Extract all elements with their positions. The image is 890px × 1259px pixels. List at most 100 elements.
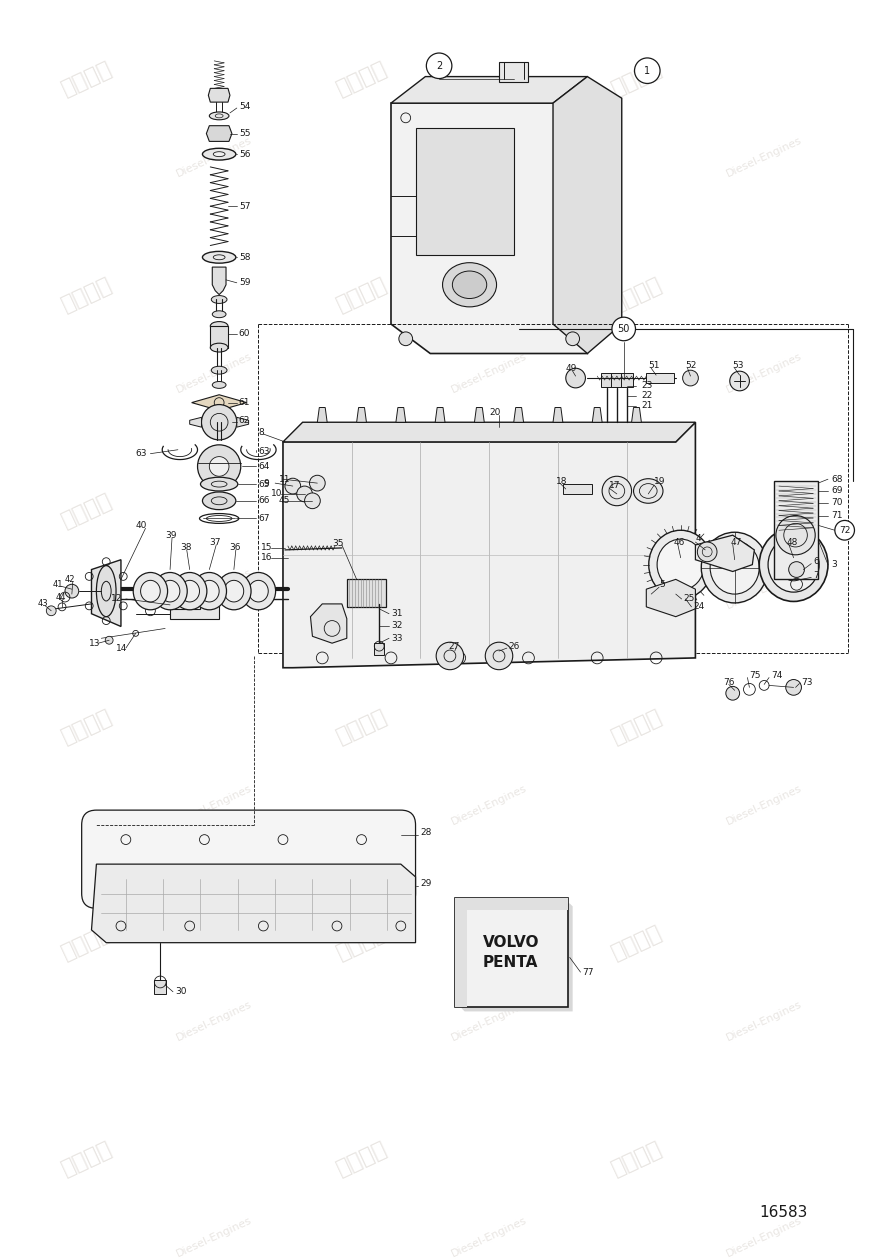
Text: 17: 17 [609, 481, 620, 490]
Circle shape [726, 686, 740, 700]
Text: Diesel-Engines: Diesel-Engines [174, 568, 254, 611]
Text: Diesel-Engines: Diesel-Engines [174, 351, 254, 395]
Bar [455, 899, 466, 1006]
Text: 紫发动力: 紫发动力 [58, 1138, 115, 1180]
Text: 紫发动力: 紫发动力 [608, 1138, 665, 1180]
Text: PENTA: PENTA [483, 954, 538, 969]
Text: 36: 36 [229, 544, 240, 553]
Text: 24: 24 [693, 602, 705, 612]
Circle shape [426, 53, 452, 78]
Text: 43: 43 [37, 599, 48, 608]
Text: Diesel-Engines: Diesel-Engines [174, 1215, 254, 1259]
Bar [455, 899, 568, 1006]
Bar [562, 485, 592, 494]
Text: Diesel-Engines: Diesel-Engines [724, 1215, 804, 1259]
Text: 77: 77 [582, 968, 594, 977]
Text: 66: 66 [258, 496, 270, 505]
Polygon shape [237, 417, 248, 427]
Text: 4: 4 [695, 534, 701, 543]
Ellipse shape [96, 565, 116, 617]
Ellipse shape [202, 149, 236, 160]
Text: Diesel-Engines: Diesel-Engines [174, 1000, 254, 1044]
Text: 25: 25 [684, 594, 695, 603]
Text: 12: 12 [111, 594, 123, 603]
Circle shape [566, 332, 579, 346]
Text: 紫发动力: 紫发动力 [608, 923, 665, 963]
Text: 57: 57 [239, 201, 250, 210]
FancyBboxPatch shape [82, 810, 416, 908]
Text: 紫发动力: 紫发动力 [58, 58, 115, 99]
Circle shape [285, 478, 301, 494]
Text: 6: 6 [813, 558, 819, 567]
Text: Diesel-Engines: Diesel-Engines [449, 351, 529, 395]
Text: 69: 69 [831, 486, 843, 496]
Polygon shape [190, 417, 201, 427]
Text: 15: 15 [262, 544, 273, 553]
Text: 72: 72 [839, 526, 850, 535]
Text: 70: 70 [831, 499, 843, 507]
Polygon shape [474, 408, 484, 422]
Bar [210, 326, 228, 347]
Text: 8: 8 [258, 428, 264, 437]
Text: 45: 45 [279, 496, 290, 505]
Text: 38: 38 [180, 544, 191, 553]
Text: 37: 37 [209, 538, 221, 546]
Circle shape [786, 680, 802, 695]
Ellipse shape [210, 321, 228, 330]
Text: 9: 9 [263, 478, 269, 487]
Polygon shape [191, 395, 247, 410]
Polygon shape [283, 422, 695, 442]
Ellipse shape [710, 541, 759, 594]
Ellipse shape [200, 477, 238, 491]
Ellipse shape [199, 580, 219, 602]
Circle shape [603, 476, 632, 506]
Ellipse shape [160, 580, 180, 602]
Text: Diesel-Engines: Diesel-Engines [449, 1215, 529, 1259]
Text: 紫发动力: 紫发动力 [58, 923, 115, 963]
Circle shape [436, 642, 464, 670]
Text: 7: 7 [813, 570, 819, 580]
Text: 16583: 16583 [759, 1205, 808, 1220]
Text: 42: 42 [65, 575, 76, 584]
Bar [499, 62, 529, 82]
Text: 65: 65 [258, 480, 270, 488]
Text: Diesel-Engines: Diesel-Engines [724, 568, 804, 611]
Text: 52: 52 [685, 361, 697, 370]
Text: Diesel-Engines: Diesel-Engines [449, 568, 529, 611]
Polygon shape [391, 103, 587, 354]
Text: Diesel-Engines: Diesel-Engines [724, 783, 804, 827]
Text: 76: 76 [723, 677, 734, 687]
Ellipse shape [209, 112, 229, 120]
Circle shape [198, 444, 241, 488]
Ellipse shape [248, 580, 268, 602]
Polygon shape [283, 422, 695, 667]
Text: 22: 22 [642, 392, 652, 400]
Text: 32: 32 [391, 621, 402, 630]
Circle shape [485, 642, 513, 670]
Text: 47: 47 [731, 538, 742, 546]
Text: 68: 68 [831, 475, 843, 483]
Text: 39: 39 [166, 531, 176, 540]
Bar [774, 481, 818, 579]
Ellipse shape [657, 539, 704, 590]
Circle shape [304, 494, 320, 509]
Text: 19: 19 [654, 477, 666, 486]
Text: 3: 3 [831, 560, 837, 569]
Text: 26: 26 [509, 642, 520, 651]
Text: 紫发动力: 紫发动力 [608, 58, 665, 99]
Ellipse shape [153, 573, 187, 609]
Text: 紫发动力: 紫发动力 [333, 1138, 390, 1180]
Bar [154, 980, 166, 993]
Polygon shape [462, 904, 572, 1011]
Text: 51: 51 [648, 361, 659, 370]
Polygon shape [553, 408, 562, 422]
Ellipse shape [202, 492, 236, 510]
Circle shape [776, 515, 815, 555]
Text: 14: 14 [116, 643, 127, 652]
Text: 35: 35 [332, 539, 344, 548]
Circle shape [635, 58, 660, 83]
Polygon shape [646, 579, 695, 617]
Text: 46: 46 [674, 538, 685, 546]
Text: Diesel-Engines: Diesel-Engines [449, 1000, 529, 1044]
Ellipse shape [779, 549, 808, 580]
